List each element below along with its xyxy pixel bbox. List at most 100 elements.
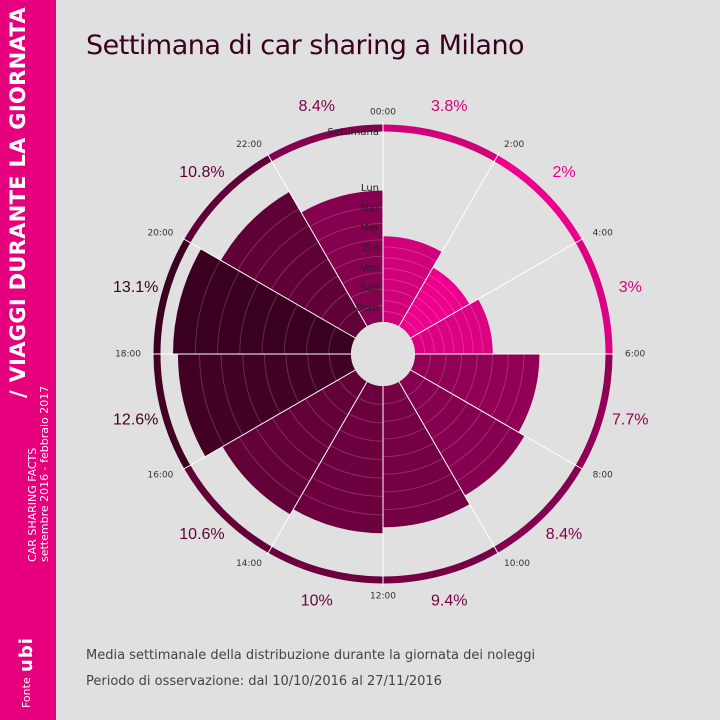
- day-ring-line: [242, 353, 263, 425]
- day-ring-line: [460, 308, 474, 355]
- wedge-6:00: [410, 354, 540, 433]
- day-ring-line: [415, 296, 441, 322]
- day-ring-line: [415, 386, 440, 411]
- day-ring-line: [431, 402, 469, 440]
- day-ring-line: [311, 476, 384, 497]
- day-ring-line: [448, 419, 497, 468]
- day-ring-line: [382, 246, 437, 262]
- day-ring-line: [411, 303, 434, 326]
- day-ring-line: [305, 398, 339, 432]
- percent-label: 13.1%: [113, 279, 158, 296]
- day-ring-line: [317, 222, 384, 242]
- day-ring-line: [450, 353, 463, 394]
- day-ring-line: [357, 397, 384, 405]
- percent-label: 3.8%: [431, 98, 467, 115]
- percent-label: 7.7%: [612, 411, 648, 428]
- day-ring-line: [307, 353, 319, 392]
- slot-separator: [410, 237, 585, 339]
- day-ring-line: [491, 353, 509, 417]
- ring-label: Mar: [360, 203, 380, 214]
- day-ring-line: [255, 427, 310, 482]
- day-ring-line: [261, 293, 279, 355]
- day-ring-line: [464, 353, 478, 402]
- day-ring-line: [382, 257, 432, 272]
- day-ring-line: [271, 417, 320, 466]
- percent-label: 10.8%: [179, 164, 224, 181]
- slot-separator: [181, 237, 356, 339]
- day-ring-line: [270, 241, 319, 290]
- outer-bar-00:00: [382, 124, 498, 162]
- outer-bar-2:00: [494, 155, 582, 243]
- percent-label: 12.6%: [113, 411, 158, 428]
- outer-bar-18:00: [153, 239, 191, 355]
- day-ring-line: [254, 225, 310, 281]
- day-ring-line: [339, 429, 384, 442]
- ring-label: Settimana: [328, 127, 379, 138]
- page-title: Settimana di car sharing a Milano: [86, 30, 525, 61]
- wedge-4:00: [410, 299, 493, 354]
- slot-label: 10:00: [504, 559, 530, 569]
- day-ring-line: [419, 289, 448, 318]
- slot-separator: [410, 369, 585, 471]
- day-ring-line: [382, 457, 444, 475]
- day-ring-line: [435, 323, 445, 355]
- day-ring-line: [382, 427, 426, 440]
- day-ring-line: [217, 271, 241, 355]
- note-line-1: Media settimanale della distribuzione du…: [86, 648, 536, 663]
- day-ring-line: [382, 488, 462, 511]
- day-ring-line: [504, 353, 525, 425]
- day-ring-line: [382, 442, 435, 458]
- slot-label: 4:00: [593, 229, 613, 239]
- day-ring-line: [302, 492, 384, 516]
- day-ring-line: [437, 353, 447, 386]
- percent-label: 8.4%: [546, 526, 582, 543]
- day-ring-line: [382, 278, 421, 290]
- percent-label: 2%: [552, 164, 575, 181]
- day-ring-line: [427, 328, 435, 355]
- day-ring-line: [382, 396, 409, 405]
- day-ring-line: [333, 255, 384, 270]
- day-ring-line: [283, 304, 298, 355]
- ring-label: Sab: [360, 283, 379, 294]
- day-ring-line: [338, 379, 358, 399]
- day-ring-line: [350, 288, 384, 299]
- wedge-16:00: [177, 354, 356, 457]
- outer-bar-22:00: [268, 124, 384, 162]
- day-ring-line: [328, 353, 337, 382]
- percent-label: 3%: [619, 279, 642, 296]
- day-ring-line: [288, 408, 329, 449]
- outer-bar-12:00: [268, 546, 384, 584]
- percent-label: 10.6%: [179, 526, 224, 543]
- slot-label: 16:00: [147, 471, 173, 481]
- day-ring-line: [342, 272, 384, 285]
- day-ring-line: [306, 315, 318, 355]
- day-ring-line: [325, 239, 384, 256]
- slot-separator: [266, 152, 368, 327]
- slot-separator: [398, 381, 500, 556]
- ring-label: Ven: [360, 263, 379, 274]
- day-ring-line: [382, 300, 410, 309]
- day-ring-line: [329, 445, 384, 461]
- day-ring-line: [439, 410, 483, 454]
- day-ring-line: [407, 311, 426, 330]
- day-ring-line: [382, 267, 427, 281]
- wedge-2:00: [399, 267, 470, 338]
- day-ring-line: [382, 411, 417, 422]
- day-ring-line: [456, 427, 511, 482]
- day-ring-line: [287, 258, 329, 300]
- day-ring-line: [321, 292, 348, 319]
- day-ring-line: [382, 310, 405, 318]
- day-ring-line: [428, 274, 463, 309]
- day-ring-line: [285, 353, 300, 403]
- outer-bar-20:00: [184, 155, 272, 243]
- day-ring-line: [239, 282, 260, 355]
- day-ring-line: [423, 353, 432, 379]
- wedge-18:00: [173, 249, 356, 354]
- ring-label: Gio: [362, 243, 379, 254]
- day-ring-line: [237, 208, 300, 271]
- outer-bar-6:00: [575, 353, 613, 469]
- slot-label: 6:00: [625, 350, 645, 360]
- day-ring-line: [443, 318, 455, 355]
- day-ring-line: [321, 388, 349, 416]
